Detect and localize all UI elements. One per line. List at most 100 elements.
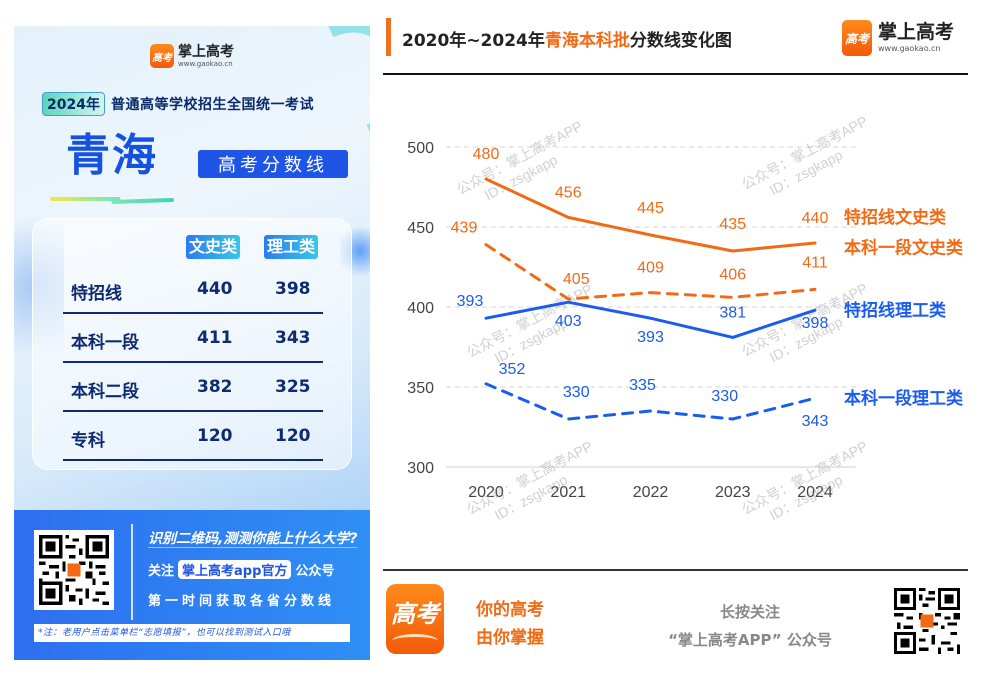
gaokao-app-logo-icon: 高考	[386, 584, 444, 654]
promo-section: 识别二维码,测测你能上什么大学? 关注 掌上高考app官方 公众号 第一时间获取…	[14, 510, 370, 660]
chart-title: 2020年~2024年青海本科批分数线变化图	[402, 26, 732, 51]
subtitle-badge: 高考分数线	[198, 150, 348, 178]
data-label: 381	[719, 304, 746, 321]
data-label: 435	[719, 216, 746, 233]
data-label: 439	[451, 220, 478, 237]
data-label: 330	[711, 388, 738, 405]
data-label: 398	[802, 315, 829, 332]
table-row: 特招线 440 398	[63, 265, 323, 314]
promo-follow: 关注 掌上高考app官方 公众号	[148, 560, 334, 579]
ligong-score: 325	[275, 377, 311, 397]
exam-heading: 2024年 普通高等学校招生全国统一考试	[42, 92, 314, 116]
data-label: 409	[637, 260, 664, 277]
data-label: 335	[629, 377, 656, 394]
row-label: 专科	[71, 431, 105, 451]
slogan-line2: 由你掌握	[476, 628, 544, 648]
chart-title-highlight: 青海本科批	[544, 31, 630, 51]
data-label: 406	[719, 266, 746, 283]
y-tick-label: 450	[407, 220, 434, 237]
row-label: 本科二段	[71, 382, 139, 402]
header-brand: 高考 掌上高考 www.gaokao.cn	[842, 20, 954, 56]
gaokao-logo-icon: 高考	[150, 44, 174, 68]
y-tick-label: 400	[407, 300, 434, 317]
data-label: 393	[457, 293, 484, 310]
x-tick-label: 2022	[633, 484, 669, 501]
y-tick-label: 500	[407, 140, 434, 157]
table-row: 专科 120 120	[63, 412, 323, 461]
series-line	[484, 382, 817, 421]
row-label: 本科一段	[71, 333, 139, 353]
gaokao-logo-icon: 高考	[842, 20, 872, 56]
brand-name: 掌上高考	[878, 21, 955, 43]
province-title: 青海	[66, 130, 158, 181]
series-legend-label: 本科一段理工类	[844, 388, 964, 409]
series-legend-label: 特招线文史类	[844, 207, 947, 228]
ligong-score: 120	[275, 426, 311, 446]
score-table: 文史类 理工类 特招线 440 398 本科一段 411 343 本科二段 38…	[32, 218, 352, 470]
data-label: 480	[473, 146, 500, 163]
chart-title-suffix: 分数线变化图	[629, 31, 732, 51]
slogan: 你的高考 由你掌握	[476, 596, 544, 652]
promo-follow-suffix: 公众号	[295, 564, 335, 579]
data-label: 403	[555, 313, 582, 330]
score-poster: 高考 掌上高考 www.gaokao.cn 2024年 普通高等学校招生全国统一…	[14, 26, 370, 660]
x-tick-label: 2021	[550, 484, 586, 501]
data-label: 343	[802, 413, 829, 430]
brand-url: www.gaokao.cn	[178, 59, 233, 68]
brand-url: www.gaokao.cn	[878, 44, 941, 53]
table-row: 本科二段 382 325	[63, 363, 323, 412]
series-line	[484, 243, 817, 301]
series-line	[484, 300, 817, 339]
exam-title: 普通高等学校招生全国统一考试	[110, 97, 314, 113]
chart-title-prefix: 2020年~2024年	[402, 31, 545, 51]
series-legend-label: 本科一段文史类	[844, 237, 964, 258]
data-label: 445	[637, 200, 664, 217]
qr-code-icon[interactable]	[894, 588, 960, 654]
data-label: 352	[499, 361, 526, 378]
promo-follow-tag: 掌上高考app官方	[178, 560, 292, 579]
year-badge: 2024年	[42, 92, 105, 116]
follow-line2: “掌上高考APP” 公众号	[668, 631, 832, 649]
series-line	[484, 177, 817, 253]
slogan-line1: 你的高考	[476, 600, 544, 620]
score-line-chart: 300 350 400 450 500 2020 2021 2022 2023 2024 公众号：掌…	[407, 113, 964, 523]
follow-line1: 长按关注	[719, 603, 780, 621]
swoosh-decoration	[50, 197, 174, 204]
brand-name: 掌上高考	[178, 43, 234, 60]
promo-note: *注：老用户点击菜单栏“志愿填报”，也可以找到测试入口哦	[34, 624, 350, 642]
series-legend-label: 特招线理工类	[844, 300, 947, 321]
column-header-ligong: 理工类	[264, 235, 319, 259]
table-row: 本科一段 411 343	[63, 314, 323, 363]
book-icon	[392, 634, 438, 648]
ligong-score: 343	[275, 328, 311, 348]
x-tick-label: 2024	[797, 484, 833, 501]
wenshi-score: 411	[197, 328, 233, 348]
x-tick-label: 2020	[468, 484, 504, 501]
promo-subline: 第一时间获取各省分数线	[148, 594, 336, 609]
footer-divider	[383, 569, 968, 571]
y-tick-label: 350	[407, 380, 434, 397]
x-tick-label: 2023	[715, 484, 751, 501]
row-label: 特招线	[71, 284, 122, 304]
data-label: 393	[637, 329, 664, 346]
ligong-score: 398	[275, 279, 311, 299]
column-header-wenshi: 文史类	[186, 235, 241, 259]
promo-headline: 识别二维码,测测你能上什么大学?	[148, 531, 358, 547]
divider	[131, 524, 133, 620]
qr-code[interactable]	[34, 530, 114, 610]
wenshi-score: 382	[197, 377, 233, 397]
logo-glyph: 高考	[391, 599, 439, 628]
data-label: 456	[555, 184, 582, 201]
wenshi-score: 120	[197, 426, 233, 446]
data-label: 330	[563, 384, 590, 401]
promo-follow-prefix: 关注	[148, 564, 175, 579]
data-label: 405	[563, 271, 590, 288]
title-accent-bar	[386, 18, 391, 56]
wenshi-score: 440	[197, 279, 233, 299]
data-label: 440	[802, 210, 829, 227]
y-tick-label: 300	[407, 460, 434, 477]
data-label: 411	[802, 254, 828, 271]
header-divider	[383, 73, 968, 75]
poster-brand: 高考 掌上高考 www.gaokao.cn	[150, 44, 234, 68]
